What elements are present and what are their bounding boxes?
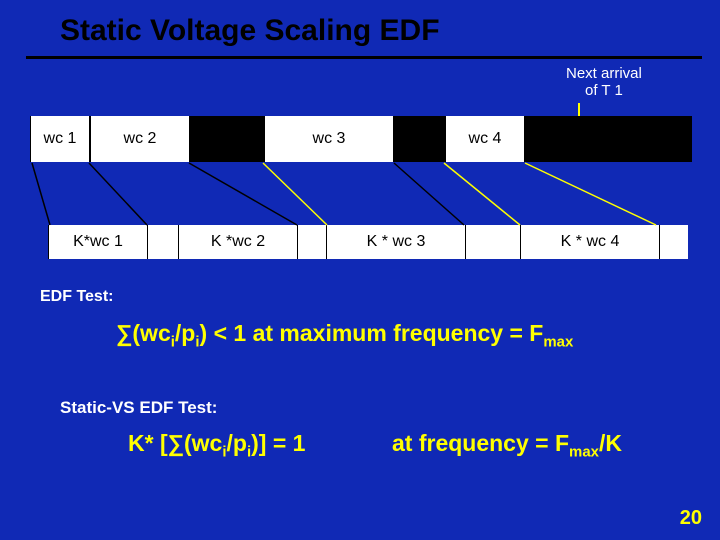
slide-title: Static Voltage Scaling EDF [60, 14, 440, 48]
bottom-bar-seg-1-label: K *wc 2 [211, 233, 265, 251]
bottom-bar-seg-2-label: K * wc 3 [367, 233, 426, 251]
top-bar-seg-3-label: wc 4 [469, 130, 502, 148]
top-bar-seg-0: wc 1 [30, 116, 90, 162]
top-bar-seg-3: wc 4 [445, 116, 525, 162]
top-bar-seg-2: wc 3 [264, 116, 394, 162]
bottom-bar: K*wc 1 K *wc 2 K * wc 3 K * wc 4 [48, 225, 688, 259]
static-vs-label: Static-VS EDF Test: [60, 398, 217, 418]
bottom-bar-seg-0-label: K*wc 1 [73, 233, 123, 251]
bottom-bar-seg-0: K*wc 1 [48, 225, 148, 259]
formula-static-right: at frequency = Fmax/K [392, 430, 622, 461]
bottom-bar-seg-3: K * wc 4 [520, 225, 660, 259]
page-number: 20 [680, 507, 702, 530]
bottom-bar-seg-3-label: K * wc 4 [561, 233, 620, 251]
top-bar-seg-1: wc 2 [90, 116, 190, 162]
top-bar-seg-0-label: wc 1 [44, 130, 77, 148]
edf-test-label: EDF Test: [40, 288, 113, 306]
top-bar: wc 1 wc 2 wc 3 wc 4 [30, 116, 692, 162]
top-bar-seg-2-label: wc 3 [313, 130, 346, 148]
next-arrival-label: Next arrivalof T 1 [566, 66, 642, 99]
bottom-bar-seg-1: K *wc 2 [178, 225, 298, 259]
title-underline [26, 56, 702, 59]
bottom-bar-seg-2: K * wc 3 [326, 225, 466, 259]
formula-static-left: K* [∑(wci/pi)] = 1 [128, 430, 305, 461]
top-bar-seg-1-label: wc 2 [124, 130, 157, 148]
formula-edf: ∑(wci/pi) < 1 at maximum frequency = Fma… [116, 320, 573, 351]
